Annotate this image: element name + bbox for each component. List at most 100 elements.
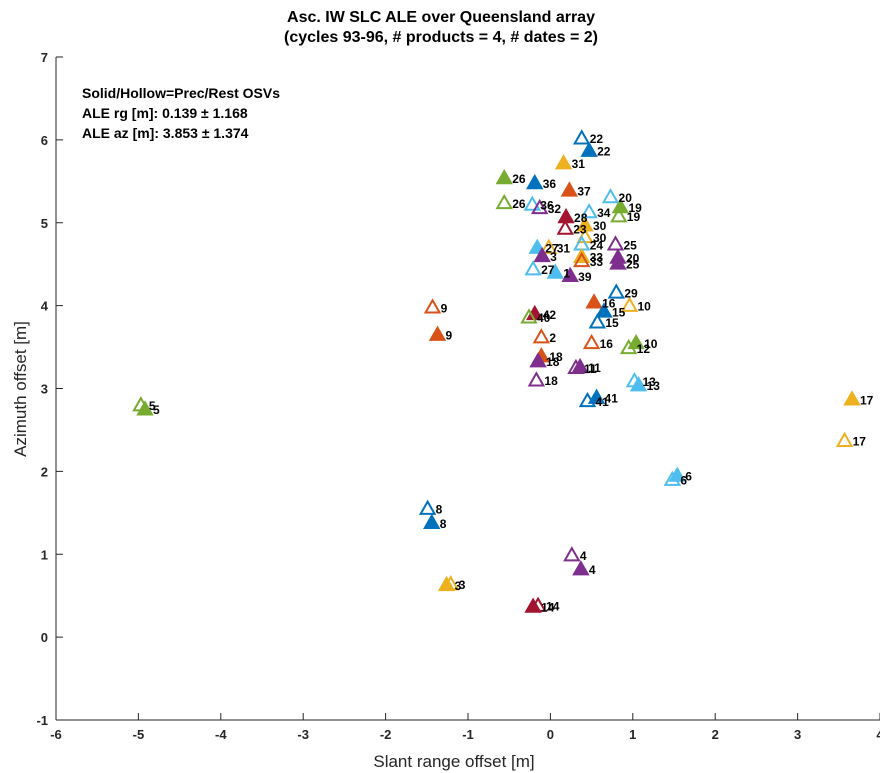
point-label: 26 — [512, 197, 526, 211]
hollow-triangle-marker — [530, 198, 549, 215]
point-label: 4 — [580, 549, 587, 563]
hollow-triangle-marker — [532, 328, 551, 344]
point-label: 42 — [543, 308, 557, 322]
hollow-triangle-marker — [423, 298, 442, 314]
filled-triangle-marker — [629, 376, 648, 392]
point-label: 20 — [619, 191, 633, 205]
point-label: 28 — [574, 211, 588, 225]
legend-note: Solid/Hollow=Prec/Rest OSVs — [82, 85, 280, 101]
point-label: 19 — [628, 201, 642, 215]
point-label: 40 — [537, 311, 551, 325]
point-label: 18 — [549, 350, 563, 364]
hollow-triangle-marker — [620, 296, 639, 312]
point-label: 33 — [590, 255, 604, 269]
x-tick-label: -2 — [380, 727, 392, 742]
point-label: 6 — [680, 474, 687, 488]
hollow-triangle-marker — [572, 129, 591, 145]
point-label: 16 — [600, 337, 614, 351]
hollow-triangle-marker — [619, 338, 638, 355]
x-tick-label: -5 — [133, 727, 145, 742]
hollow-triangle-marker — [582, 333, 601, 350]
y-tick-label: 7 — [41, 50, 48, 65]
hollow-triangle-marker — [441, 575, 460, 591]
filled-triangle-marker — [554, 154, 573, 170]
point-label: 37 — [577, 184, 591, 198]
point-label: 5 — [149, 399, 156, 413]
y-tick-label: 5 — [41, 216, 48, 231]
point-label: 5 — [153, 403, 160, 417]
filled-triangle-marker — [580, 141, 598, 157]
filled-triangle-marker — [546, 263, 565, 279]
point-label: 3 — [550, 250, 557, 264]
hollow-triangle-marker — [601, 188, 620, 204]
filled-triangle-marker — [136, 400, 154, 416]
point-label: 16 — [602, 296, 616, 310]
x-tick-label: 1 — [629, 727, 636, 742]
point-label: 29 — [624, 286, 638, 300]
point-label: 31 — [557, 242, 571, 256]
filled-triangle-marker — [560, 181, 579, 197]
point-label: 18 — [544, 374, 558, 388]
x-tick-label: -1 — [462, 727, 474, 742]
x-tick-label: 4 — [876, 727, 880, 742]
y-tick-label: 4 — [41, 299, 49, 314]
hollow-triangle-marker — [588, 313, 607, 329]
point-label: 1 — [563, 266, 570, 280]
filled-triangle-marker — [428, 325, 447, 341]
point-label: 10 — [644, 337, 658, 351]
hollow-triangle-marker — [527, 371, 546, 387]
point-label: 24 — [590, 238, 604, 252]
point-label: 36 — [540, 199, 554, 213]
filled-triangle-marker — [609, 254, 627, 270]
point-label: 8 — [436, 503, 443, 517]
point-label: 39 — [578, 270, 592, 284]
point-label: 15 — [612, 305, 626, 319]
y-tick-label: 3 — [41, 382, 48, 397]
hollow-triangle-marker — [663, 470, 682, 486]
point-label: 17 — [860, 393, 874, 407]
hollow-triangle-marker — [572, 251, 591, 268]
x-tick-label: -6 — [50, 727, 62, 742]
hollow-triangle-marker — [556, 219, 574, 235]
point-label: 13 — [647, 379, 661, 393]
axes-box — [55, 57, 880, 721]
filled-triangle-marker — [595, 302, 613, 318]
hollow-triangle-marker — [418, 499, 437, 515]
chart-title-line-1: Asc. IW SLC ALE over Queensland array — [287, 9, 595, 26]
point-label: 23 — [573, 223, 587, 237]
filled-triangle-marker — [561, 266, 579, 283]
point-label: 31 — [572, 157, 586, 171]
hollow-triangle-marker — [540, 238, 558, 254]
hollow-triangle-marker — [580, 202, 598, 219]
hollow-triangle-marker — [610, 207, 628, 223]
point-label: 17 — [853, 435, 867, 449]
point-label: 15 — [605, 316, 619, 330]
point-label: 18 — [546, 355, 560, 369]
point-label: 8 — [440, 517, 447, 531]
y-tick-label: -1 — [36, 713, 48, 728]
filled-triangle-marker — [557, 207, 575, 224]
y-tick-label: 6 — [41, 133, 48, 148]
point-label: 25 — [626, 257, 640, 271]
point-label: 20 — [626, 252, 640, 266]
chart-title-line-2: (cycles 93-96, # products = 4, # dates =… — [284, 29, 598, 46]
point-label: 13 — [642, 375, 656, 389]
point-label: 30 — [593, 219, 607, 233]
point-label: 12 — [637, 342, 651, 356]
point-label: 41 — [595, 395, 609, 409]
filled-triangle-marker — [843, 390, 861, 406]
filled-triangle-marker — [587, 388, 606, 404]
point-label: 26 — [512, 172, 526, 186]
hollow-triangle-marker — [572, 235, 591, 251]
filled-triangle-marker — [495, 168, 513, 185]
point-label: 11 — [588, 361, 601, 375]
point-label: 10 — [638, 300, 652, 314]
x-tick-label: 0 — [547, 727, 554, 742]
point-label: 4 — [589, 563, 596, 577]
point-label: 30 — [593, 231, 607, 245]
x-tick-label: 2 — [712, 727, 719, 742]
filled-triangle-marker — [533, 246, 551, 263]
data-points — [132, 129, 861, 613]
filled-triangle-marker — [529, 352, 547, 368]
